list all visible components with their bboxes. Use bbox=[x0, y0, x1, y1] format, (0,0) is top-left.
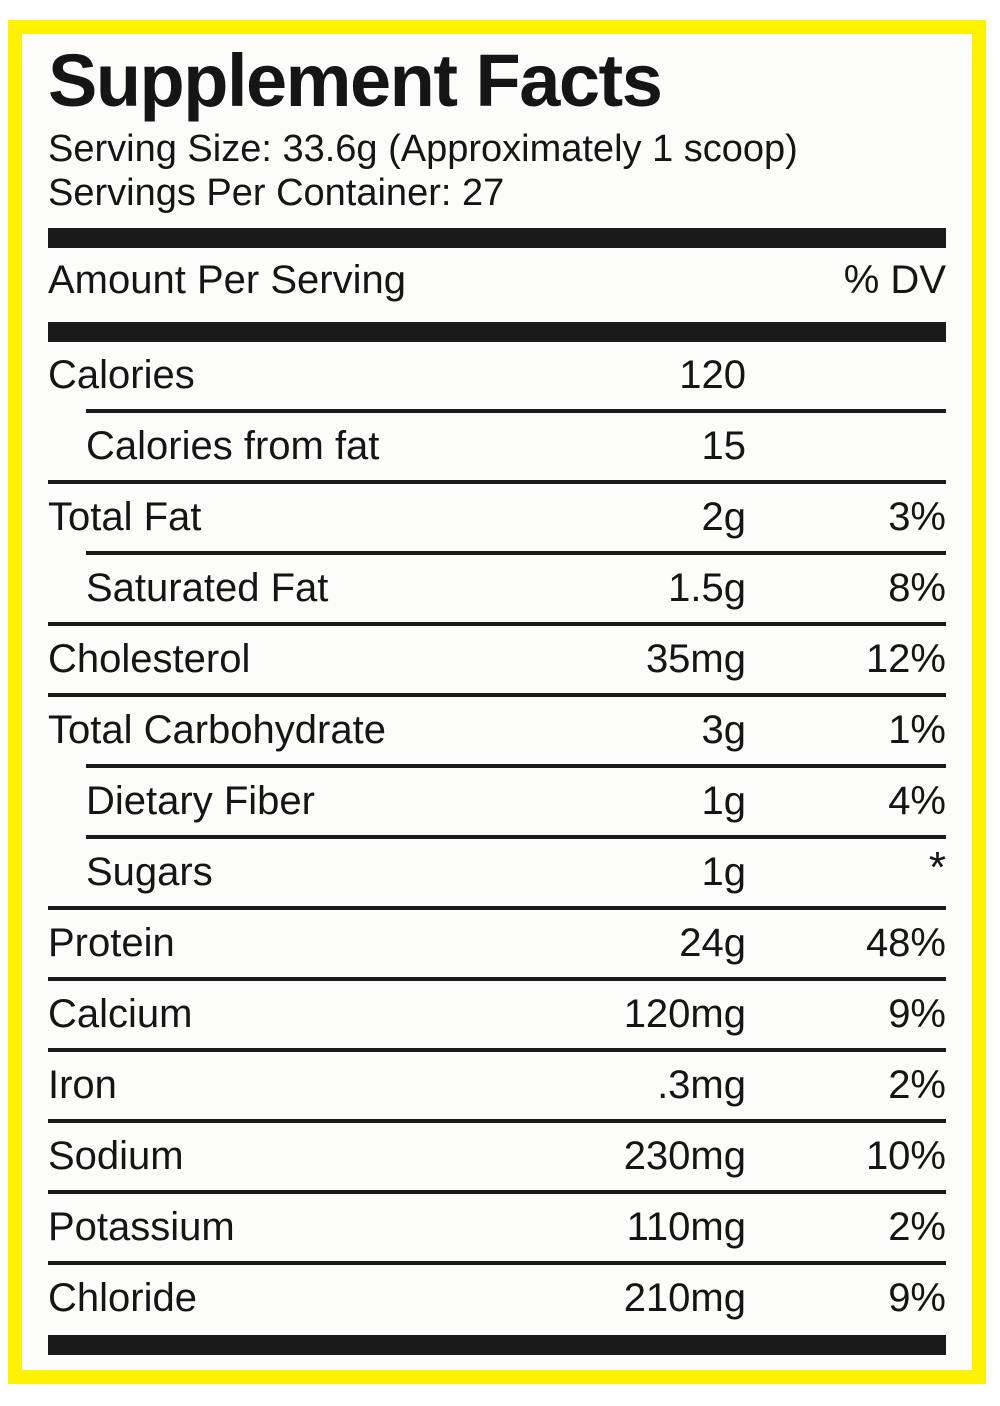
nutrient-daily-value: 1% bbox=[888, 707, 946, 752]
nutrient-amount: 230mg bbox=[623, 1133, 746, 1178]
supplement-facts-label: Supplement Facts Serving Size: 33.6g (Ap… bbox=[8, 20, 986, 1384]
serving-size-text: Serving Size: 33.6g (Approximately 1 sco… bbox=[48, 128, 798, 170]
row-separator bbox=[48, 1047, 946, 1052]
table-row: Total Carbohydrate 3g 1% bbox=[48, 697, 946, 764]
nutrient-daily-value: 48% bbox=[865, 920, 946, 965]
nutrient-daily-value: 2% bbox=[888, 1062, 946, 1107]
row-separator bbox=[86, 834, 946, 839]
row-separator bbox=[48, 976, 946, 981]
footnote-text: Percent Daily Values based on a 2,000 ca… bbox=[48, 1364, 946, 1370]
row-separator bbox=[48, 1260, 946, 1265]
nutrient-daily-value: 4% bbox=[888, 778, 946, 823]
amount-per-serving-label: Amount Per Serving bbox=[48, 257, 406, 302]
table-row: Calories from fat 15 bbox=[48, 413, 946, 480]
nutrient-daily-value: 2% bbox=[888, 1204, 946, 1249]
nutrient-amount: 1g bbox=[701, 849, 747, 894]
table-row: Sodium 230mg 10% bbox=[48, 1123, 946, 1190]
nutrient-name: Sugars bbox=[86, 849, 213, 894]
table-row: Potassium 110mg 2% bbox=[48, 1194, 946, 1261]
nutrient-amount: 120 bbox=[679, 352, 746, 397]
row-separator bbox=[48, 479, 946, 484]
table-row: Total Fat 2g 3% bbox=[48, 484, 946, 551]
row-separator bbox=[48, 692, 946, 697]
nutrient-name: Iron bbox=[48, 1062, 117, 1107]
nutrient-daily-value: 10% bbox=[865, 1133, 946, 1178]
divider-bar-bottom bbox=[48, 1334, 946, 1355]
nutrient-amount: 2g bbox=[701, 494, 747, 539]
table-row: Calcium 120mg 9% bbox=[48, 981, 946, 1048]
row-separator bbox=[48, 621, 946, 626]
table-row: Saturated Fat 1.5g 8% bbox=[48, 555, 946, 622]
nutrient-amount: 35mg bbox=[645, 636, 746, 681]
nutrient-amount: .3mg bbox=[657, 1062, 746, 1107]
nutrient-amount: 1g bbox=[701, 778, 747, 823]
nutrient-daily-value: 3% bbox=[888, 494, 946, 539]
table-row: Chloride 210mg 9% bbox=[48, 1265, 946, 1332]
nutrient-daily-value: 12% bbox=[865, 636, 946, 681]
divider-bar-middle bbox=[48, 321, 946, 342]
table-row: Dietary Fiber 1g 4% bbox=[48, 768, 946, 835]
daily-value-label: % DV bbox=[843, 257, 946, 302]
row-separator bbox=[86, 550, 946, 555]
nutrient-name: Protein bbox=[48, 920, 175, 965]
table-row: Iron .3mg 2% bbox=[48, 1052, 946, 1119]
servings-per-container-text: Servings Per Container: 27 bbox=[48, 172, 505, 215]
nutrient-name: Total Fat bbox=[48, 494, 202, 539]
amount-per-serving-header: Amount Per Serving % DV bbox=[48, 248, 946, 313]
nutrient-amount: 1.5g bbox=[668, 565, 746, 610]
footnote-block: Percent Daily Values based on a 2,000 ca… bbox=[48, 1355, 946, 1370]
nutrient-name: Calories from fat bbox=[86, 423, 380, 468]
row-separator bbox=[86, 408, 946, 413]
nutrient-name: Calories bbox=[48, 352, 195, 397]
row-separator bbox=[86, 763, 946, 768]
label-inner-panel: Supplement Facts Serving Size: 33.6g (Ap… bbox=[22, 34, 972, 1370]
table-row: Protein 24g 48% bbox=[48, 910, 946, 977]
nutrient-name: Potassium bbox=[48, 1204, 235, 1249]
nutrient-name: Calcium bbox=[48, 991, 193, 1036]
page-title: Supplement Facts bbox=[48, 39, 663, 122]
nutrient-name: Chloride bbox=[48, 1275, 197, 1320]
table-row: Calories 120 bbox=[48, 342, 946, 409]
nutrient-amount: 110mg bbox=[626, 1204, 746, 1249]
table-row: Sugars 1g * bbox=[48, 839, 946, 906]
row-separator bbox=[48, 905, 946, 910]
nutrient-amount: 3g bbox=[701, 707, 747, 752]
divider-bar-top bbox=[48, 227, 946, 248]
nutrient-name: Sodium bbox=[48, 1133, 184, 1178]
nutrient-name: Cholesterol bbox=[48, 636, 251, 681]
table-row: Cholesterol 35mg 12% bbox=[48, 626, 946, 693]
nutrient-table: Calories 120 Calories from fat 15 Total Fat 2… bbox=[48, 342, 946, 1332]
nutrient-daily-value: 9% bbox=[888, 991, 946, 1036]
nutrient-name: Dietary Fiber bbox=[86, 778, 315, 823]
nutrient-name: Saturated Fat bbox=[86, 565, 329, 610]
nutrient-daily-value: 8% bbox=[888, 565, 946, 610]
nutrient-daily-value: 9% bbox=[888, 1275, 946, 1320]
nutrient-amount: 24g bbox=[679, 920, 746, 965]
row-separator bbox=[48, 1118, 946, 1123]
row-separator bbox=[48, 1189, 946, 1194]
nutrient-daily-value: * bbox=[928, 842, 946, 892]
nutrient-amount: 120mg bbox=[623, 991, 746, 1036]
nutrient-name: Total Carbohydrate bbox=[48, 707, 386, 752]
nutrient-amount: 210mg bbox=[623, 1275, 746, 1320]
nutrient-amount: 15 bbox=[701, 423, 747, 468]
